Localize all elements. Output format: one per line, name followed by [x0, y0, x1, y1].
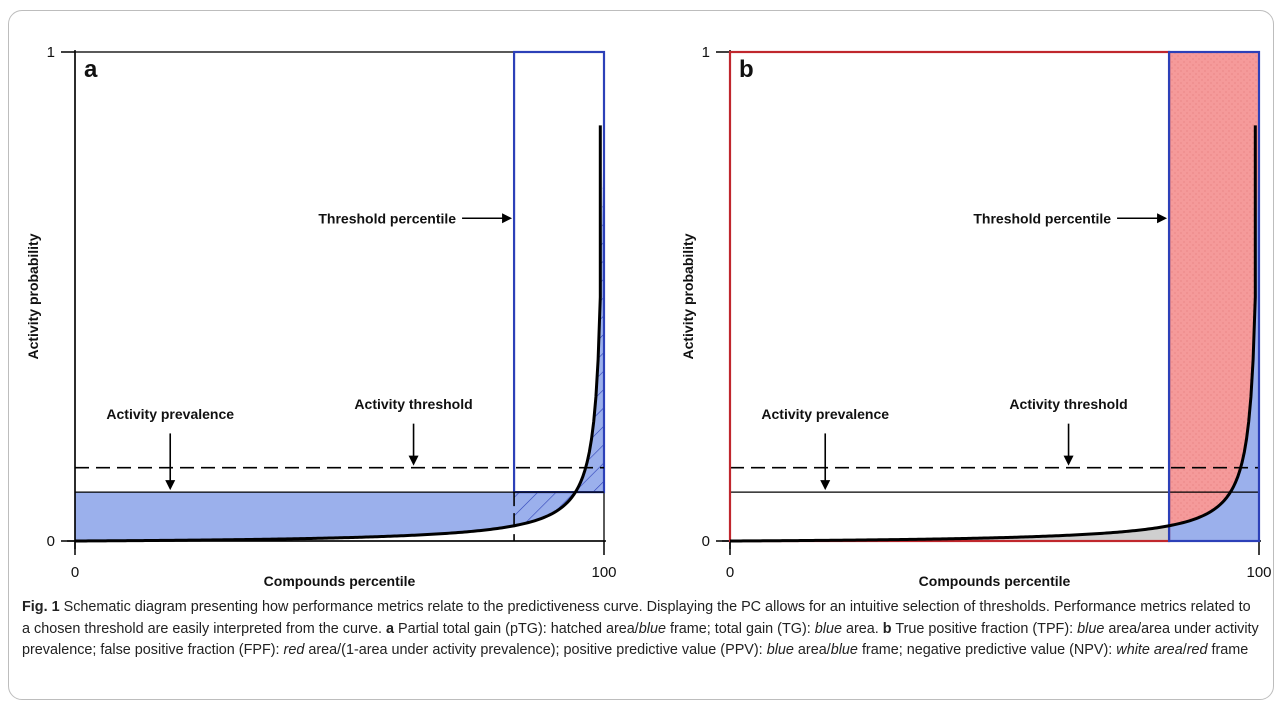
activity-threshold-arrowhead	[408, 455, 419, 466]
panel-letter: b	[739, 56, 754, 83]
caption-a-em-1: blue	[638, 620, 666, 637]
predictiveness-curve	[74, 125, 602, 543]
true-positive-blue-area	[1169, 125, 1259, 541]
threshold-blue-frame	[512, 50, 606, 494]
caption-b-em-5: white area	[1116, 642, 1183, 658]
x-tick-label-100: 100	[1246, 564, 1271, 581]
x-tick-label-0: 0	[726, 564, 734, 581]
partial-total-gain-hatched-area	[514, 125, 604, 526]
caption-a-text-3: area.	[845, 620, 879, 637]
activity-threshold-arrowhead	[1063, 455, 1074, 466]
activity-prevalence-arrowhead	[820, 480, 831, 491]
figure-panels: a 0 100 0 1 Compounds percentile Activit…	[25, 44, 1272, 589]
activity-prevalence-label: Activity prevalence	[106, 406, 234, 422]
caption-b-em-6: red	[1186, 642, 1208, 658]
above-threshold-blue-frame	[1167, 50, 1261, 543]
figure-caption: Fig. 1 Schematic diagram presenting how …	[22, 597, 1262, 662]
x-axis-title: Compounds percentile	[264, 573, 416, 589]
activity-threshold-label: Activity threshold	[354, 396, 472, 412]
threshold-percentile-arrowhead	[502, 213, 513, 224]
caption-a-em-2: blue	[814, 620, 842, 637]
false-negative-gray-area	[730, 525, 1170, 541]
caption-b-em-2: red	[283, 642, 305, 658]
caption-panel-b-label: b	[882, 620, 892, 637]
threshold-percentile-label: Threshold percentile	[973, 210, 1111, 226]
x-tick-label-100: 100	[591, 564, 616, 581]
panel-a-fills	[75, 125, 604, 541]
caption-intro: Schematic diagram presenting how perform…	[22, 599, 1251, 637]
y-tick-label-0: 0	[702, 533, 710, 550]
panel-letter: a	[84, 56, 98, 83]
annotation-arrows	[165, 213, 513, 491]
caption-b-em-1: blue	[1077, 620, 1105, 637]
threshold-percentile-label: Threshold percentile	[318, 210, 456, 226]
y-tick-label-1: 1	[47, 44, 55, 61]
panel-b: b 0 100 0 1 Compounds percentile Activit…	[680, 44, 1272, 589]
predictiveness-curve	[729, 125, 1257, 543]
activity-prevalence-arrowhead	[165, 480, 176, 491]
activity-prevalence-label: Activity prevalence	[761, 406, 889, 422]
y-tick-label-0: 0	[47, 533, 55, 550]
threshold-percentile-arrowhead	[1157, 213, 1168, 224]
caption-panel-a-label: a	[385, 620, 394, 637]
caption-a-text-1: Partial total gain (pTG): hatched area/	[397, 620, 639, 637]
y-axis-title: Activity probability	[680, 233, 696, 359]
caption-b-text-3: area/(1-area under activity prevalence);…	[308, 642, 763, 658]
y-tick-label-1: 1	[702, 44, 710, 61]
x-axis-title: Compounds percentile	[919, 573, 1071, 589]
activity-threshold-label: Activity threshold	[1009, 396, 1127, 412]
caption-b-text-4: area/	[797, 642, 831, 658]
caption-b-text-7: frame	[1211, 642, 1249, 658]
caption-b-em-4: blue	[830, 642, 858, 658]
panel-a: a 0 100 0 1 Compounds percentile Activit…	[25, 44, 617, 589]
caption-b-text-5: frame; negative predictive value (NPV):	[861, 642, 1113, 658]
curve-under-prevalence-white-area	[75, 491, 604, 541]
caption-b-em-3: blue	[766, 642, 794, 658]
caption-b-text-6: /	[1182, 642, 1187, 658]
caption-a-text-2: frame; total gain (TG):	[669, 620, 811, 637]
x-tick-label-0: 0	[71, 564, 79, 581]
figure-frame	[8, 10, 1274, 700]
caption-b-text-2: area/area under activity prevalence; fal…	[22, 620, 1259, 659]
caption-b-text-1: True positive fraction (TPF):	[895, 620, 1074, 637]
y-axis-title: Activity probability	[25, 233, 41, 359]
annotation-arrows	[820, 213, 1168, 491]
figure-label: Fig. 1	[22, 599, 60, 615]
